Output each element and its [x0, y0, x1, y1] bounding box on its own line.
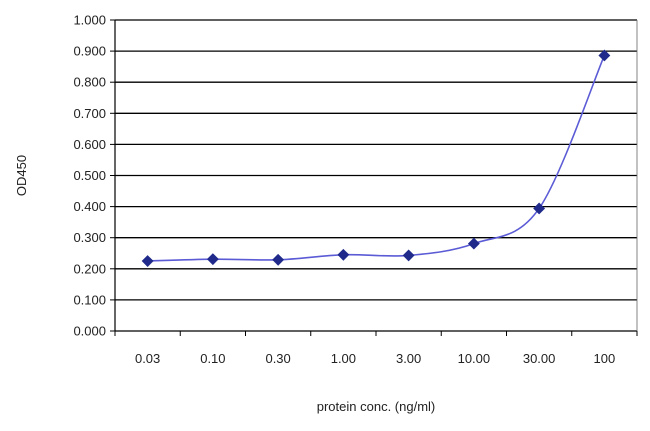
x-tick-label: 0.30 — [265, 351, 290, 366]
y-tick-label: 0.500 — [73, 168, 106, 183]
data-points — [141, 49, 611, 267]
y-tick-label: 0.000 — [73, 324, 106, 339]
y-axis-label: OD450 — [14, 155, 29, 196]
x-tick-label: 30.00 — [523, 351, 556, 366]
y-tick-label: 0.200 — [73, 261, 106, 276]
gridlines — [110, 19, 637, 332]
data-point-marker — [141, 255, 154, 267]
y-tick-label: 0.800 — [73, 75, 106, 90]
x-axis-label: protein conc. (ng/ml) — [317, 399, 436, 414]
y-tick-label: 0.300 — [73, 230, 106, 245]
data-point-marker — [337, 248, 350, 261]
axes — [114, 20, 638, 336]
y-tick-labels: 0.000 0.100 0.200 0.300 0.400 0.500 0.600 0.700… — [73, 13, 106, 339]
data-point-marker — [272, 253, 285, 266]
data-point-marker — [402, 249, 415, 262]
y-tick-label: 0.400 — [73, 199, 106, 214]
x-tick-labels: 0.03 0.10 0.30 1.00 3.00 10.00 30.00 100 — [135, 351, 615, 366]
x-tick-label: 0.10 — [200, 351, 225, 366]
y-tick-label: 0.600 — [73, 137, 106, 152]
data-point-marker — [598, 49, 611, 62]
x-tick-label: 10.00 — [458, 351, 491, 366]
data-point-marker — [206, 253, 219, 266]
y-tick-label: 0.100 — [73, 292, 106, 307]
y-tick-label: 1.000 — [73, 13, 106, 28]
y-tick-label: 0.700 — [73, 106, 106, 121]
data-point-marker — [533, 202, 546, 215]
series-line — [147, 55, 606, 262]
data-point-marker — [467, 237, 480, 250]
x-tick-label: 100 — [594, 351, 616, 366]
x-tick-label: 0.03 — [135, 351, 160, 366]
x-tick-label: 3.00 — [396, 351, 421, 366]
x-tick-label: 1.00 — [331, 351, 356, 366]
y-tick-label: 0.900 — [73, 44, 106, 59]
